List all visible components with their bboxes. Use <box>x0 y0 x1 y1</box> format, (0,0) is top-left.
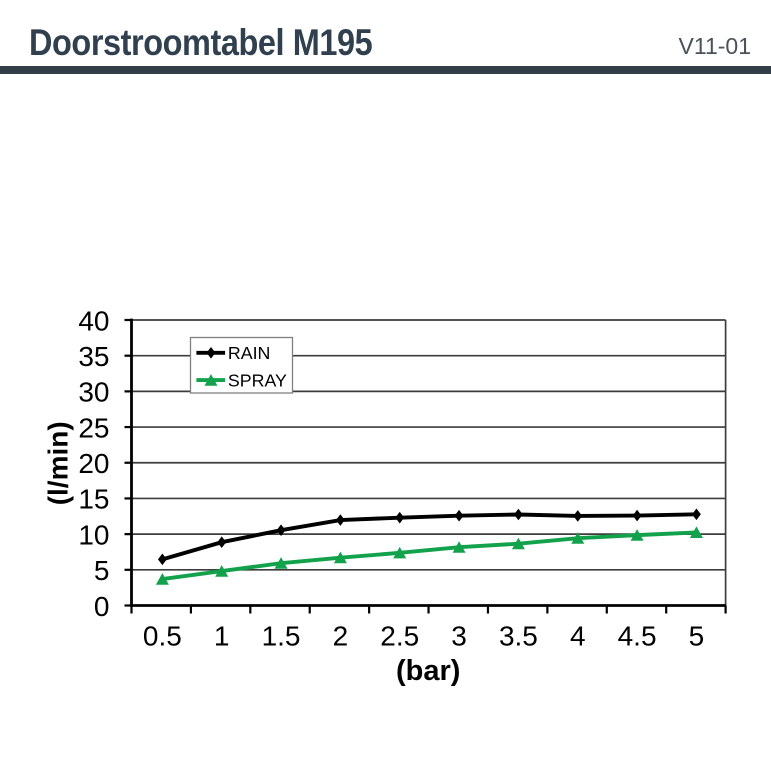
svg-text:40: 40 <box>78 305 109 336</box>
svg-text:3.5: 3.5 <box>499 621 538 652</box>
svg-text:1: 1 <box>214 621 230 652</box>
svg-text:0.5: 0.5 <box>143 621 182 652</box>
svg-text:4: 4 <box>570 621 586 652</box>
svg-text:15: 15 <box>78 484 109 515</box>
svg-text:0: 0 <box>94 591 110 622</box>
svg-text:RAIN: RAIN <box>228 343 270 363</box>
svg-text:3: 3 <box>451 621 467 652</box>
svg-text:(bar): (bar) <box>396 655 460 687</box>
svg-text:4.5: 4.5 <box>618 621 657 652</box>
svg-text:2.5: 2.5 <box>380 621 419 652</box>
svg-text:2: 2 <box>333 621 349 652</box>
svg-text:30: 30 <box>78 377 109 408</box>
svg-text:(l/min): (l/min) <box>43 421 74 505</box>
svg-text:1.5: 1.5 <box>262 621 301 652</box>
svg-text:10: 10 <box>78 519 109 550</box>
svg-text:35: 35 <box>78 341 109 372</box>
svg-text:25: 25 <box>78 412 109 443</box>
svg-text:5: 5 <box>94 555 110 586</box>
svg-text:5: 5 <box>689 621 705 652</box>
svg-text:20: 20 <box>78 448 109 479</box>
svg-text:SPRAY: SPRAY <box>228 371 287 391</box>
